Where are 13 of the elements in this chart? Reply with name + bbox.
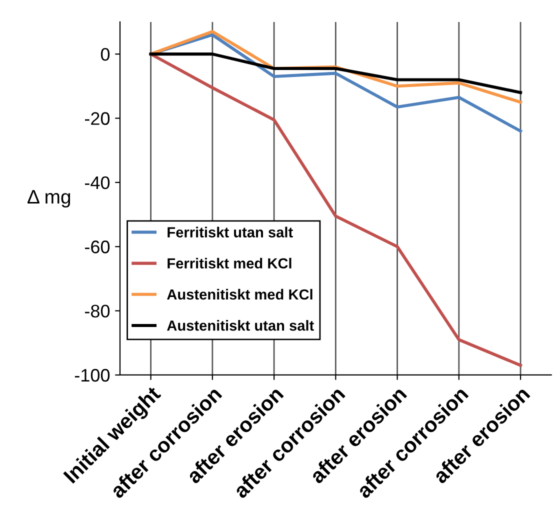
- line-series: [149, 52, 522, 94]
- y-tick-label: -20: [84, 112, 110, 125]
- y-tick-label: -100: [74, 368, 110, 382]
- legend-label: Austenitiskt med KCl: [167, 288, 312, 300]
- y-tick-label: 0: [100, 48, 110, 61]
- y-tick-label: -60: [84, 240, 110, 254]
- y-axis-title: Δ mg: [28, 190, 70, 208]
- legend-label: Austenitiskt utan salt: [167, 320, 314, 331]
- legend-label: Ferritiskt utan salt: [168, 226, 293, 238]
- y-tick-label: -40: [84, 176, 110, 190]
- y-tick-label: -80: [84, 304, 110, 318]
- legend-label: Ferritiskt med KCl: [168, 258, 292, 269]
- line-series: [149, 52, 522, 367]
